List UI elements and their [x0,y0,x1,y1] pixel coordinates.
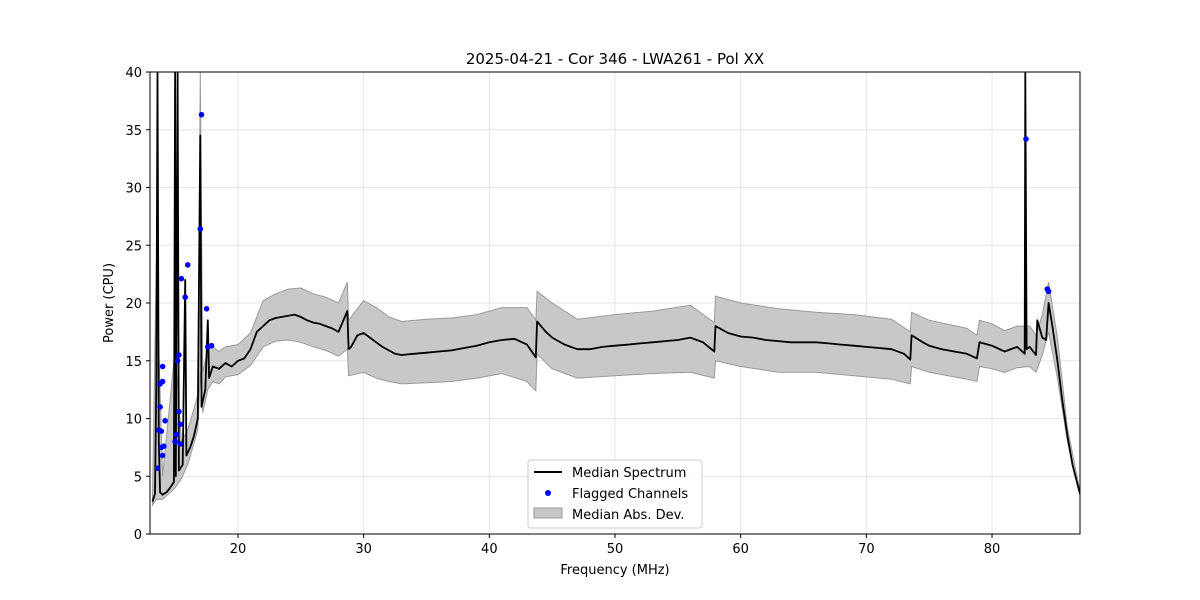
flagged-channel-point [159,378,166,385]
x-tick-label: 80 [984,542,1001,557]
flagged-channel-point [157,404,163,410]
flagged-channel-point [177,421,183,428]
y-tick-label: 40 [125,66,142,81]
y-tick-label: 30 [125,182,142,197]
legend: Median Spectrum Flagged Channels Median … [527,459,703,529]
x-tick-label: 40 [481,542,498,557]
x-axis-label: Frequency (MHz) [560,563,669,578]
y-axis-label: Power (CPU) [102,263,117,343]
flagged-channel-point [197,226,204,232]
y-tick-label: 0 [134,528,142,543]
flagged-channel-point [158,428,165,435]
legend-mad-swatch [533,507,563,519]
flagged-channel-point [173,431,180,438]
flagged-channel-point [208,342,215,349]
y-tick-label: 20 [125,297,142,312]
flagged-channel-point [174,358,181,364]
x-tick-label: 20 [230,542,247,557]
y-tick-label: 25 [125,239,142,254]
legend-frame [527,459,703,529]
flagged-channel-point [162,418,168,424]
y-tick-label: 15 [125,355,142,370]
mad-band-area [152,72,1080,507]
y-tick-label: 5 [134,470,142,485]
flagged-points-layer [154,111,1052,472]
flagged-channel-point [177,441,183,447]
flagged-channel-point [161,443,167,450]
mad-band [152,72,1080,507]
x-tick-label: 60 [732,542,749,557]
flagged-channel-point [159,452,166,459]
flagged-channel-point [154,465,161,472]
flagged-channel-point [182,294,188,301]
median-line-layer [151,72,1080,502]
y-tick-label: 35 [125,124,142,139]
flagged-channel-point [176,408,182,415]
flagged-channel-point [172,438,178,445]
y-axis-ticks: 0 5 10 15 20 25 30 35 40 [125,66,150,543]
legend-label-median: Median Spectrum [572,466,686,481]
legend-label-mad: Median Abs. Dev. [572,508,684,523]
flagged-channel-point [1045,288,1052,295]
x-tick-label: 30 [355,542,372,557]
flagged-channel-point [184,262,191,268]
flagged-channel-point [178,275,185,282]
x-tick-label: 70 [858,542,875,557]
legend-label-flagged: Flagged Channels [572,487,688,502]
chart-title: 2025-04-21 - Cor 346 - LWA261 - Pol XX [466,50,764,68]
median-spectrum-line [151,72,1080,502]
x-tick-label: 50 [607,542,624,557]
flagged-channel-point [159,363,166,370]
flagged-channel-point [198,111,205,118]
legend-flagged-swatch [545,490,551,496]
x-axis-ticks: 20 30 40 50 60 70 80 [230,534,1001,557]
y-tick-label: 10 [125,413,142,428]
flagged-channel-point [1023,136,1029,142]
flagged-channel-point [203,306,210,312]
flagged-channel-point [176,352,182,358]
